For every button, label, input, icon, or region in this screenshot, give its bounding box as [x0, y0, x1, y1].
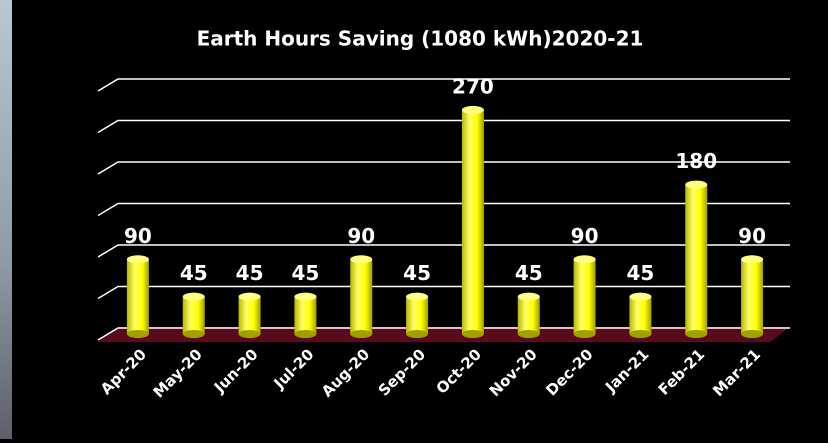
data-label: 90: [124, 224, 152, 248]
data-label: 45: [403, 261, 431, 285]
bar-base: [406, 330, 429, 338]
bar-cap: [573, 255, 596, 264]
data-label: 45: [626, 261, 654, 285]
floor: [98, 327, 790, 342]
bar-base: [238, 330, 261, 338]
bar: [517, 296, 540, 334]
bar-base: [685, 330, 708, 338]
chart-title: Earth Hours Saving (1080 kWh)2020-21: [197, 27, 644, 51]
bar: [629, 296, 652, 334]
bar-base: [182, 330, 205, 338]
bar-cap: [741, 255, 764, 264]
data-label: 270: [452, 74, 494, 98]
bar-cap: [294, 292, 317, 301]
bar-base: [741, 330, 764, 338]
bar-base: [629, 330, 652, 338]
bar-base: [294, 330, 317, 338]
grid-line: [97, 285, 790, 300]
bar-cap: [517, 292, 540, 301]
bar-base: [573, 330, 596, 338]
data-label: 45: [515, 261, 543, 285]
data-label: 45: [180, 261, 208, 285]
bar-base: [461, 330, 484, 338]
bar: [406, 296, 429, 334]
grid-line: [97, 78, 790, 92]
bar-cap: [126, 255, 149, 264]
bar: [182, 296, 205, 334]
bar-cap: [182, 292, 205, 301]
bar-cap: [461, 105, 484, 114]
bar-base: [517, 330, 540, 338]
bar-cap: [350, 255, 373, 264]
data-label: 45: [291, 261, 319, 285]
grid-line: [97, 327, 790, 341]
grid-line: [97, 161, 790, 175]
bar: [126, 259, 149, 334]
bar-cap: [406, 292, 429, 301]
bar: [294, 296, 317, 334]
bar-base: [350, 330, 373, 338]
bar: [741, 259, 764, 334]
bar-cap: [629, 292, 652, 301]
data-label: 90: [571, 224, 599, 248]
grid-line: [97, 244, 790, 258]
background-photo-strip: [0, 0, 12, 439]
bar-cap: [685, 180, 708, 189]
bar: [573, 259, 596, 334]
data-label: 90: [347, 224, 375, 248]
bar-cap: [238, 292, 261, 301]
bar: [685, 184, 708, 334]
bar: [461, 109, 484, 335]
data-label: 90: [738, 224, 766, 248]
bar: [350, 259, 373, 334]
data-label: 45: [236, 261, 264, 285]
grid-line: [97, 202, 790, 217]
bar: [238, 296, 261, 334]
grid-line: [97, 119, 790, 134]
bar-base: [126, 330, 149, 338]
data-label: 180: [675, 149, 717, 173]
